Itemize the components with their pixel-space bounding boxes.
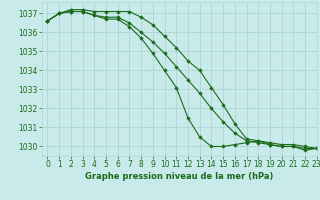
X-axis label: Graphe pression niveau de la mer (hPa): Graphe pression niveau de la mer (hPa) [85, 172, 273, 181]
